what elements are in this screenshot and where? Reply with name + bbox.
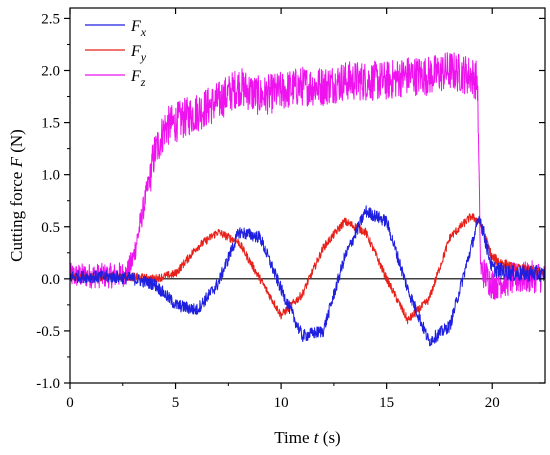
y-tick-label: -0.5	[36, 324, 60, 340]
plot-frame	[69, 7, 546, 384]
y-tick-label: 2.0	[41, 64, 60, 80]
y-tick-label: 1.5	[41, 116, 60, 132]
series-line-fy	[70, 213, 545, 325]
legend: Fx Fy Fz	[85, 18, 147, 89]
x-tick-label: 0	[66, 395, 74, 411]
legend-label-fx: Fx	[130, 18, 147, 39]
x-tick-label: 20	[485, 395, 500, 411]
x-tick-label: 15	[379, 395, 394, 411]
y-tick-label: 0.0	[41, 272, 60, 288]
x-axis-title: Time t (s)	[274, 428, 340, 447]
axis-labels: 0 5 10 15 20 -1.0 -0.5 0.0 0.5 1.0 1.5 2.0 2.5 Time t…	[7, 11, 500, 447]
axes-frame	[64, 7, 546, 389]
x-tick-label: 10	[274, 395, 289, 411]
x-tick-label: 5	[172, 395, 180, 411]
series-line-fz	[70, 52, 545, 300]
series-line-fx	[70, 205, 545, 347]
y-tick-label: -1.0	[36, 376, 60, 392]
y-axis-title: Cutting force F (N)	[7, 129, 26, 262]
legend-label-fy: Fy	[130, 43, 147, 64]
legend-label-fz: Fz	[130, 68, 146, 89]
y-tick-label: 1.0	[41, 168, 60, 184]
series-group	[70, 52, 545, 347]
y-tick-label: 2.5	[41, 11, 60, 27]
y-tick-label: 0.5	[41, 220, 60, 236]
